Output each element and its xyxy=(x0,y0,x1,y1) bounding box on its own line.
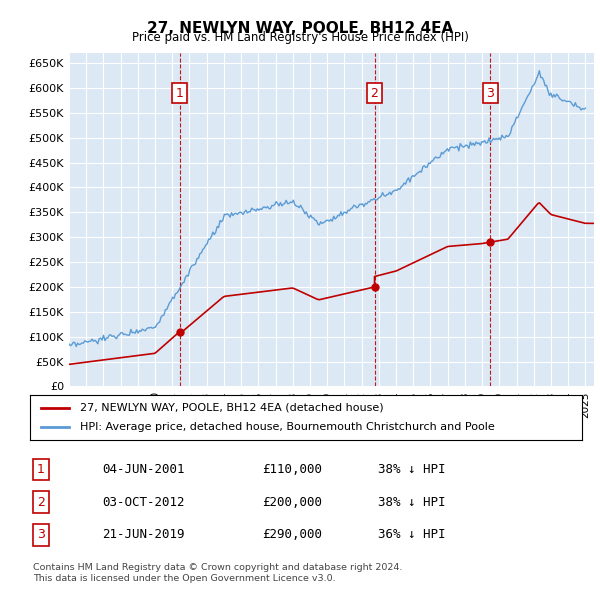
Text: 1: 1 xyxy=(176,87,184,100)
Text: 27, NEWLYN WAY, POOLE, BH12 4EA: 27, NEWLYN WAY, POOLE, BH12 4EA xyxy=(147,21,453,35)
Text: 27, NEWLYN WAY, POOLE, BH12 4EA (detached house): 27, NEWLYN WAY, POOLE, BH12 4EA (detache… xyxy=(80,403,383,412)
Text: Contains HM Land Registry data © Crown copyright and database right 2024.
This d: Contains HM Land Registry data © Crown c… xyxy=(33,563,403,583)
Text: 38% ↓ HPI: 38% ↓ HPI xyxy=(378,496,445,509)
Text: 2: 2 xyxy=(37,496,45,509)
Text: 03-OCT-2012: 03-OCT-2012 xyxy=(102,496,184,509)
Text: 04-JUN-2001: 04-JUN-2001 xyxy=(102,463,184,476)
Text: HPI: Average price, detached house, Bournemouth Christchurch and Poole: HPI: Average price, detached house, Bour… xyxy=(80,422,494,432)
Text: 21-JUN-2019: 21-JUN-2019 xyxy=(102,529,184,542)
Text: 1: 1 xyxy=(37,463,45,476)
Text: 38% ↓ HPI: 38% ↓ HPI xyxy=(378,463,445,476)
Text: £200,000: £200,000 xyxy=(262,496,322,509)
Text: £290,000: £290,000 xyxy=(262,529,322,542)
Text: 3: 3 xyxy=(486,87,494,100)
Text: 3: 3 xyxy=(37,529,45,542)
Text: 36% ↓ HPI: 36% ↓ HPI xyxy=(378,529,445,542)
Text: £110,000: £110,000 xyxy=(262,463,322,476)
Text: Price paid vs. HM Land Registry's House Price Index (HPI): Price paid vs. HM Land Registry's House … xyxy=(131,31,469,44)
Text: 2: 2 xyxy=(371,87,379,100)
